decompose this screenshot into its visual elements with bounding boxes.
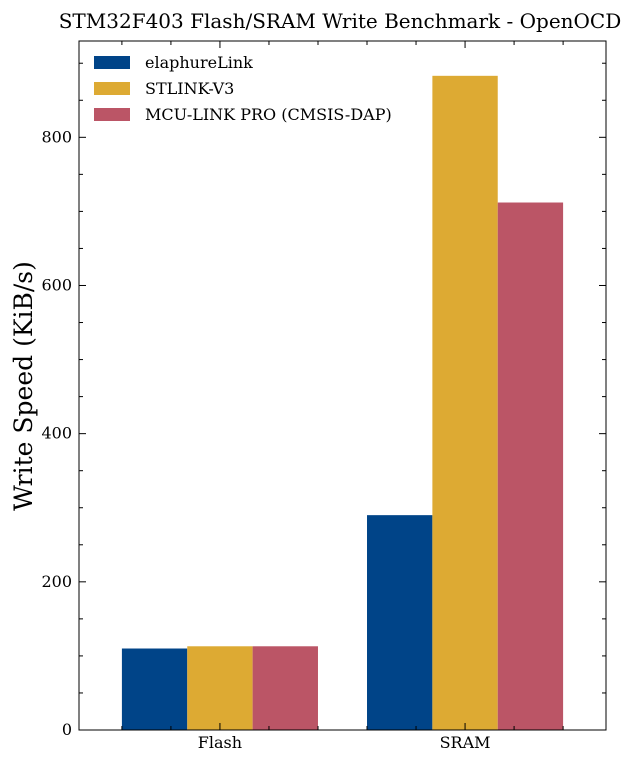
plot-frame — [78, 40, 607, 731]
bar-mcu-link-pro-cmsis-dap--sram — [497, 202, 564, 730]
legend-label: elaphureLink — [145, 53, 253, 72]
y-tick-label: 600 — [41, 275, 72, 294]
y-tick-label: 200 — [41, 572, 72, 591]
bars-layer — [121, 75, 564, 730]
x-tick-label: SRAM — [440, 733, 491, 752]
y-tick-label: 400 — [41, 424, 72, 443]
x-tick-label: Flash — [198, 733, 242, 752]
axes-layer: 0 200 400 600 800 Flash SRAM — [41, 40, 607, 752]
y-tick-label: 800 — [41, 127, 72, 146]
legend-swatch — [94, 82, 130, 95]
legend-swatch — [94, 56, 130, 69]
bar-stlink-v3-flash — [187, 646, 253, 730]
legend: elaphureLink STLINK-V3 MCU-LINK PRO (CMSIS… — [94, 53, 392, 124]
legend-label: STLINK-V3 — [145, 79, 234, 98]
legend-label: MCU-LINK PRO (CMSIS-DAP) — [145, 105, 392, 124]
y-axis-label: Write Speed (KiB/s) — [9, 261, 38, 511]
legend-swatch — [94, 108, 130, 121]
bar-mcu-link-pro-cmsis-dap--flash — [252, 646, 318, 730]
bar-elaphurelink-flash — [121, 648, 188, 730]
y-tick-label: 0 — [62, 720, 72, 739]
bar-elaphurelink-sram — [367, 515, 433, 730]
chart-title: STM32F403 Flash/SRAM Write Benchmark - O… — [59, 9, 622, 33]
bar-stlink-v3-sram — [432, 75, 498, 730]
